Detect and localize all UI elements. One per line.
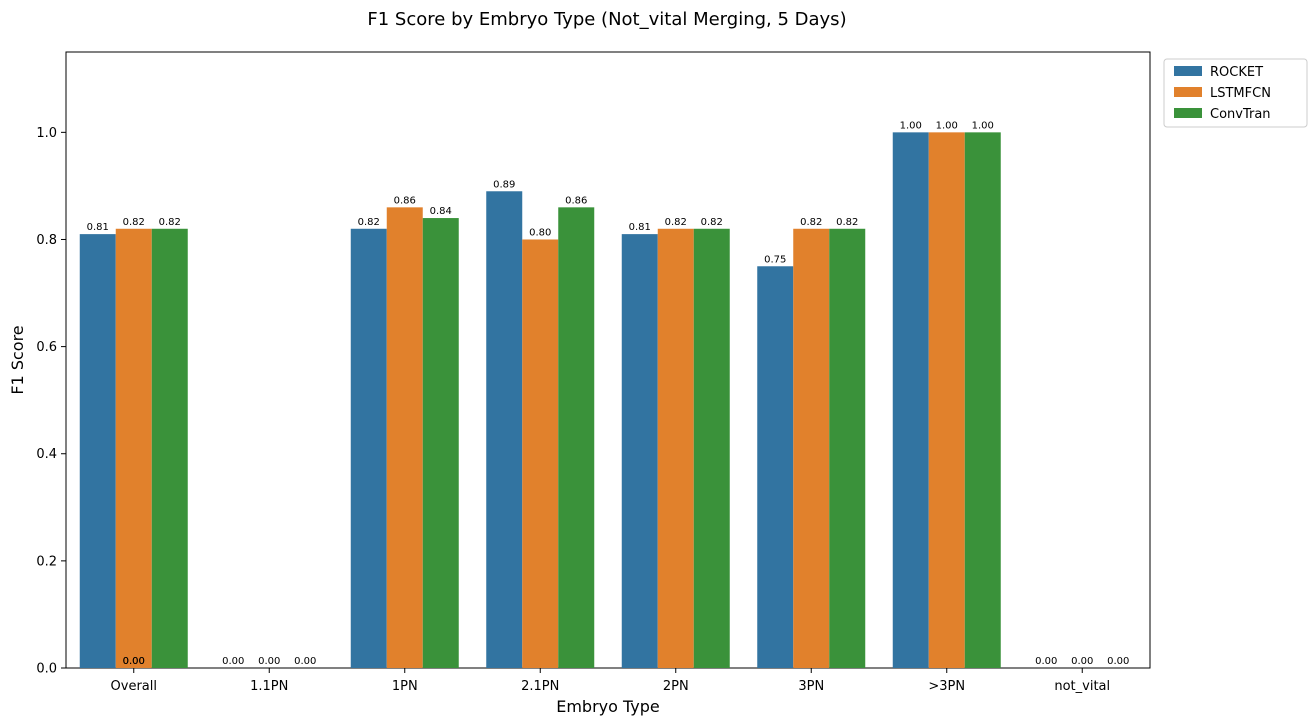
- bar-lstmfcn-0: [115, 228, 152, 669]
- data-label: 0.00: [294, 656, 316, 667]
- bar-rocket-4: [621, 234, 658, 668]
- bar-lstmfcn-5: [793, 228, 830, 669]
- data-label: 0.86: [394, 195, 416, 206]
- x-tick-label: not_vital: [1054, 679, 1110, 694]
- bar-convtran-0: [151, 228, 188, 669]
- bar-convtran-4: [693, 228, 730, 669]
- y-tick-label: 0.8: [36, 233, 57, 248]
- legend-swatch-convtran: [1174, 108, 1202, 118]
- y-tick-label: 0.2: [36, 554, 57, 569]
- data-label: 0.00: [1035, 656, 1057, 667]
- legend-label-rocket: ROCKET: [1210, 65, 1263, 80]
- bar-convtran-3: [558, 207, 595, 669]
- bar-lstmfcn-3: [522, 239, 559, 668]
- legend-label-convtran: ConvTran: [1210, 107, 1271, 122]
- data-label: 0.84: [430, 206, 452, 217]
- data-label: 0.81: [629, 222, 651, 233]
- y-tick-label: 0.4: [36, 447, 57, 462]
- bar-rocket-2: [350, 228, 387, 669]
- x-tick-label: 1.1PN: [250, 679, 288, 694]
- bar-rocket-0: [79, 234, 116, 668]
- data-label: 0.82: [665, 217, 687, 228]
- bar-lstmfcn-2: [386, 207, 423, 669]
- bar-rocket-6: [892, 132, 929, 668]
- legend-label-lstmfcn: LSTMFCN: [1210, 86, 1271, 101]
- data-label: 0.00: [1071, 656, 1093, 667]
- legend-swatch-lstmfcn: [1174, 87, 1202, 97]
- data-label: 0.82: [123, 217, 145, 228]
- legend-swatch-rocket: [1174, 66, 1202, 76]
- bar-convtran-5: [829, 228, 866, 669]
- data-label: 1.00: [972, 120, 994, 131]
- x-tick-label: 2.1PN: [521, 679, 559, 694]
- data-label: 0.82: [159, 217, 181, 228]
- bar-lstmfcn-4: [657, 228, 694, 669]
- data-label: 0.86: [565, 195, 587, 206]
- extra-data-label: 0.00: [123, 656, 145, 667]
- data-label: 0.00: [222, 656, 244, 667]
- data-label: 1.00: [936, 120, 958, 131]
- legend: ROCKET LSTMFCN ConvTran: [1163, 58, 1308, 128]
- data-label-group: 0.81 0.00 0.82 0.89 0.81 0.75 1.00 0.00 0.82 0.00…: [87, 120, 1130, 667]
- y-tick-label: 1.0: [36, 126, 57, 141]
- x-axis-label: Embryo Type: [556, 697, 660, 716]
- bar-group: [79, 132, 1001, 669]
- bar-rocket-5: [757, 266, 794, 668]
- x-tick-label: Overall: [111, 679, 157, 694]
- data-label: 0.82: [836, 217, 858, 228]
- x-tick-label: 3PN: [798, 679, 824, 694]
- plot-area: [65, 51, 1151, 669]
- data-label: 0.82: [358, 217, 380, 228]
- data-label: 0.00: [258, 656, 280, 667]
- data-label: 0.81: [87, 222, 109, 233]
- data-label: 0.82: [800, 217, 822, 228]
- chart-title: F1 Score by Embryo Type (Not_vital Mergi…: [367, 9, 846, 30]
- y-axis: 0.0 0.2 0.4 0.6 0.8 1.0: [36, 126, 66, 677]
- x-tick-label: >3PN: [928, 679, 965, 694]
- x-tick-label: 1PN: [392, 679, 418, 694]
- x-tick-label: 2PN: [663, 679, 689, 694]
- x-axis: Overall 1.1PN 1PN 2.1PN 2PN 3PN >3PN not_vital: [111, 668, 1110, 694]
- bar-rocket-3: [486, 191, 523, 668]
- bar-lstmfcn-6: [928, 132, 965, 668]
- y-axis-label: F1 Score: [8, 325, 27, 394]
- y-tick-label: 0.6: [36, 340, 57, 355]
- data-label: 0.82: [701, 217, 723, 228]
- data-label: 1.00: [900, 120, 922, 131]
- data-label: 0.00: [1107, 656, 1129, 667]
- y-tick-label: 0.0: [36, 662, 57, 677]
- data-label: 0.89: [493, 179, 515, 190]
- bar-convtran-6: [964, 132, 1001, 668]
- bar-convtran-2: [422, 218, 459, 668]
- data-label: 0.75: [764, 254, 786, 265]
- extra-data-label: 0.00: [123, 656, 145, 667]
- data-label: 0.80: [529, 227, 551, 238]
